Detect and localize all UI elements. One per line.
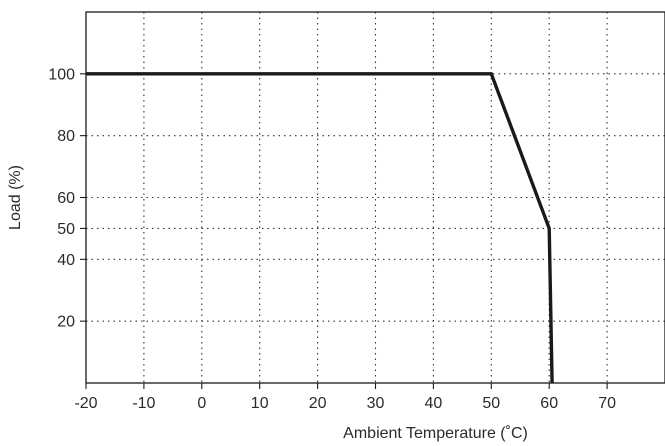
x-tick-label: 10 <box>251 395 269 412</box>
series-layer <box>86 72 554 384</box>
x-tick-label: 40 <box>425 395 443 412</box>
x-tick-label: 70 <box>598 395 616 412</box>
x-tick-label: 20 <box>309 395 327 412</box>
series-line <box>86 72 554 384</box>
axis-ticks <box>80 73 608 389</box>
y-tick-label: 100 <box>48 66 75 83</box>
x-tick-label: 50 <box>482 395 500 412</box>
x-axis-title: Ambient Temperature (˚C) <box>343 425 528 442</box>
x-tick-label: 30 <box>367 395 385 412</box>
x-tick-label: 60 <box>540 395 558 412</box>
y-tick-label: 80 <box>57 128 75 145</box>
x-tick-label: -10 <box>132 395 155 412</box>
y-tick-label: 60 <box>57 190 75 207</box>
y-tick-label: 50 <box>57 221 75 238</box>
grid-lines <box>86 12 665 383</box>
y-tick-label: 20 <box>57 314 75 331</box>
x-tick-label: -20 <box>74 395 97 412</box>
x-tick-label: 0 <box>197 395 206 412</box>
y-axis-title: Load (%) <box>7 165 24 230</box>
tick-labels: -20 -10 0 10 20 30 40 50 60 70 20 40 50 60 80 100 <box>48 66 616 412</box>
y-tick-label: 40 <box>57 252 75 269</box>
